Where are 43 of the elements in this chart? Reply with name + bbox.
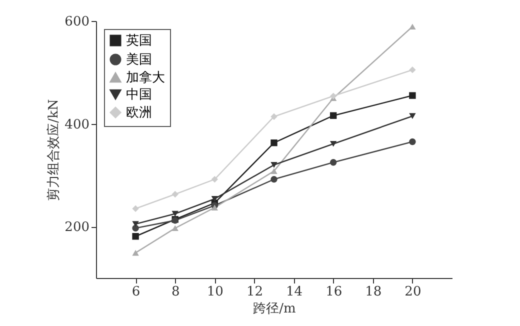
legend-label: 美国 bbox=[126, 52, 152, 68]
point bbox=[211, 196, 218, 202]
y-axis-title: 剪力组合效应/kN bbox=[46, 99, 62, 201]
legend-label: 加拿大 bbox=[126, 70, 165, 86]
point bbox=[270, 176, 278, 183]
x-tick-label: 12 bbox=[246, 284, 263, 300]
point bbox=[172, 210, 178, 217]
legend-label: 英国 bbox=[126, 34, 152, 48]
point bbox=[409, 92, 416, 99]
x-tick-label: 14 bbox=[286, 284, 303, 300]
point bbox=[270, 168, 278, 174]
legend-label: 中国 bbox=[126, 88, 152, 102]
y-tick-label: 400 bbox=[64, 117, 90, 132]
point bbox=[330, 140, 337, 147]
point bbox=[211, 176, 218, 183]
point bbox=[270, 162, 278, 168]
point bbox=[409, 66, 416, 74]
point bbox=[132, 221, 139, 227]
x-axis-title: 跨径/m bbox=[253, 302, 296, 316]
point bbox=[330, 92, 337, 100]
point bbox=[409, 138, 416, 146]
y-tick-label: 600 bbox=[64, 14, 90, 30]
x-tick-label: 16 bbox=[326, 284, 342, 300]
point bbox=[270, 113, 278, 120]
point bbox=[132, 250, 139, 256]
point bbox=[409, 113, 416, 119]
point bbox=[330, 159, 337, 166]
point bbox=[132, 224, 139, 232]
point bbox=[330, 112, 337, 119]
point bbox=[132, 205, 139, 212]
legend-label: 欧洲 bbox=[126, 106, 152, 120]
point bbox=[172, 225, 178, 232]
x-tick-label: 6 bbox=[132, 284, 140, 300]
x-tick-label: 10 bbox=[206, 284, 224, 300]
point bbox=[132, 233, 139, 240]
point bbox=[270, 139, 278, 146]
y-tick-label: 200 bbox=[64, 220, 90, 236]
x-tick-label: 18 bbox=[365, 284, 382, 300]
point bbox=[172, 190, 178, 198]
x-tick-label: 8 bbox=[171, 284, 180, 300]
point bbox=[211, 204, 218, 210]
point bbox=[409, 24, 416, 30]
x-tick-label: 20 bbox=[404, 284, 422, 300]
